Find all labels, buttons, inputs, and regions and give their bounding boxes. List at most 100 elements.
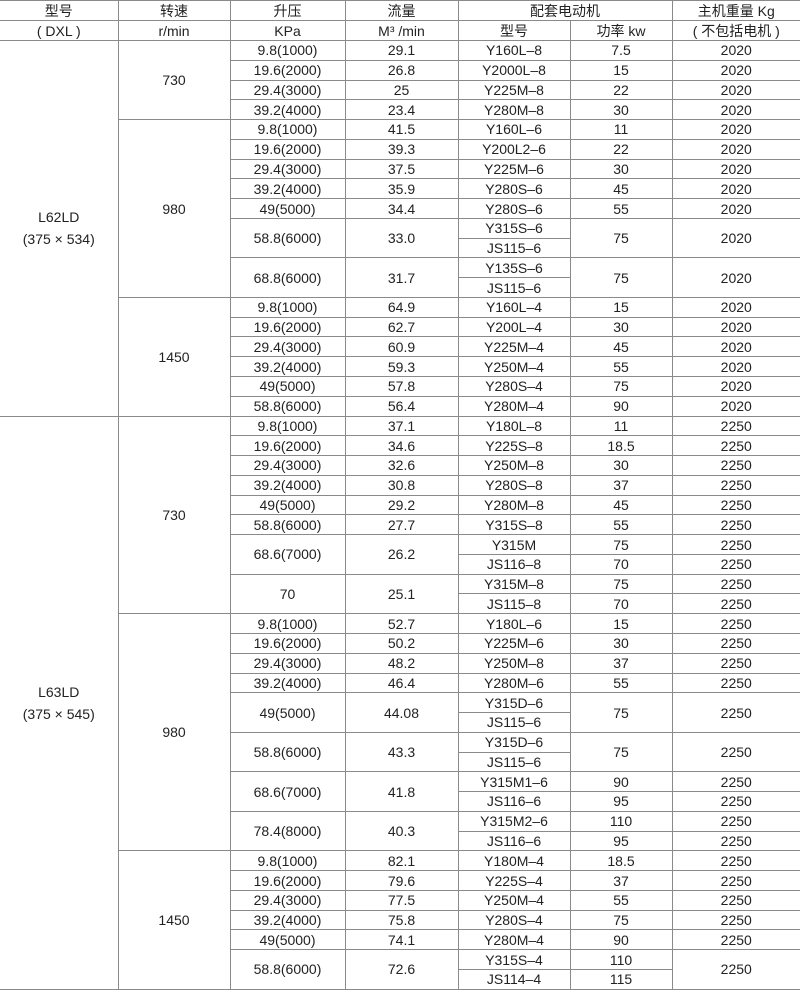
weight-cell: 2020 (671, 138, 800, 160)
motor-type-cell: Y315D–6 (457, 692, 571, 714)
motor-type-cell: Y280S–8 (457, 474, 571, 496)
speed-cell: 1450 (118, 296, 231, 417)
table-row: 58.8(6000) 33.0 Y315S–6 75 2020 (0, 217, 800, 259)
weight-cell: 2250 (671, 850, 800, 872)
pressure-cell: 39.2(4000) (230, 356, 346, 378)
motor-power-cell: 110 (569, 949, 673, 970)
motor-type-cell: JS115–6 (458, 751, 570, 773)
pressure-cell: 39.2(4000) (230, 909, 346, 931)
table-row: 1450 9.8(1000) 82.1 Y180M–4 18.5 2250 (0, 850, 800, 990)
table-row: 39.2(4000) 75.8 Y280S–4 75 2250 (0, 909, 800, 931)
weight-cell: 2250 (671, 514, 800, 536)
table-row: 29.4(3000) 48.2 Y250M–8 37 2250 (0, 652, 800, 674)
motor-type-cell: Y315S–4 (457, 949, 571, 970)
model-name: L63LD (38, 683, 80, 700)
table-row: 58.8(6000) 27.7 Y315S–8 55 2250 (0, 514, 800, 536)
header-model: 型号 (0, 0, 119, 21)
weight-cell: 2020 (671, 119, 800, 140)
motor-power-cell: 45 (569, 336, 673, 358)
flow-cell: 72.6 (344, 949, 459, 990)
weight-cell: 2250 (671, 929, 800, 951)
motor-type-cell: Y160L–8 (457, 40, 571, 61)
weight-cell: 2250 (671, 909, 800, 931)
flow-cell: 74.1 (344, 929, 459, 951)
motor-type-cell: Y225M–8 (457, 79, 571, 101)
pressure-cell: 49(5000) (230, 376, 346, 397)
motor-power-cell: 15 (569, 296, 673, 318)
table-row: 49(5000) 74.1 Y280M–4 90 2250 (0, 929, 800, 951)
motor-power-cell: 75 (569, 534, 673, 555)
flow-cell: 34.4 (344, 198, 459, 219)
pressure-cell: 58.8(6000) (230, 217, 346, 259)
flow-cell: 34.6 (344, 435, 459, 457)
table-row: 29.4(3000) 25 Y225M–8 22 2020 (0, 79, 800, 101)
weight-cell: 2250 (671, 672, 800, 694)
weight-cell: 2250 (671, 435, 800, 457)
motor-type-cell: Y135S–6 (457, 257, 571, 279)
motor-type-cell: Y250M–4 (457, 889, 571, 911)
motor-type-cell: Y180L–8 (457, 415, 571, 437)
pressure-cell: 19.6(2000) (230, 59, 346, 81)
motor-power-cell: 30 (569, 632, 673, 654)
table-row: JS115–6 (0, 237, 800, 259)
motor-type-cell: Y315M–8 (457, 573, 571, 595)
flow-cell: 57.8 (344, 376, 459, 397)
pressure-cell: 19.6(2000) (230, 138, 346, 160)
motor-type-cell: Y250M–8 (457, 455, 571, 476)
header-weight: 主机重量 Kg (671, 0, 800, 21)
motor-power-cell: 30 (569, 99, 673, 121)
table-row: JS114–4 115 (0, 968, 800, 990)
pressure-cell: 29.4(3000) (230, 652, 346, 674)
flow-cell: 64.9 (344, 296, 459, 318)
motor-power-cell: 75 (569, 217, 673, 259)
motor-power-cell: 45 (569, 494, 673, 516)
motor-power-cell: 37 (569, 652, 673, 674)
table-row: 19.6(2000) 79.6 Y225S–4 37 2250 (0, 870, 800, 891)
weight-cell: 2250 (671, 731, 800, 773)
motor-type-cell: Y315M2–6 (457, 810, 571, 832)
pressure-cell: 58.8(6000) (230, 395, 346, 417)
pressure-cell: 70 (230, 573, 346, 615)
speed-cell: 1450 (118, 850, 231, 990)
motor-type-cell: Y315M (457, 534, 571, 555)
speed-cell: 980 (118, 613, 231, 852)
motor-power-cell: 115 (569, 968, 672, 990)
table-row: 49(5000) 34.4 Y280S–6 55 2020 (0, 198, 800, 219)
motor-type-cell: JS115–6 (458, 237, 570, 259)
speed-cell: 730 (117, 39, 231, 121)
motor-power-cell: 95 (569, 791, 673, 812)
pressure-cell: 9.8(1000) (229, 415, 346, 437)
motor-type-cell: JS114–4 (458, 968, 571, 990)
motor-power-cell: 22 (569, 79, 673, 101)
flow-cell: 77.5 (344, 889, 459, 911)
table-row: 19.6(2000) 39.3 Y200L2–6 22 2020 (0, 138, 800, 160)
flow-cell: 41.5 (344, 119, 459, 140)
weight-cell: 2250 (671, 455, 800, 476)
table-row: 70 25.1 Y315M–8 75 2250 (0, 573, 800, 615)
header-pressure-unit: KPa (229, 20, 346, 41)
table-row: 39.2(4000) 46.4 Y280M–6 55 2250 (0, 672, 800, 694)
motor-type-cell: JS116–6 (458, 791, 571, 812)
header-flow-label: 流量 (387, 2, 416, 19)
motor-power-cell: 37 (569, 870, 673, 891)
motor-type-cell: Y200L–4 (457, 316, 571, 338)
motor-power-cell: 30 (569, 455, 673, 476)
pressure-cell: 29.4(3000) (230, 889, 346, 911)
flow-cell: 23.4 (344, 99, 459, 121)
motor-type-cell: Y315S–8 (457, 514, 571, 536)
motor-type-cell: Y180L–6 (457, 613, 571, 634)
flow-cell: 62.7 (344, 316, 459, 338)
flow-cell: 43.3 (344, 731, 459, 773)
header-weight-label: 主机重量 Kg (697, 2, 775, 19)
motor-power-cell: 55 (569, 198, 673, 219)
weight-cell: 2020 (671, 257, 800, 298)
flow-cell: 52.7 (344, 613, 459, 634)
pressure-cell: 29.4(3000) (230, 336, 346, 358)
motor-type-cell: Y280M–4 (457, 929, 571, 951)
header-motor-power: 功率 kw (569, 20, 673, 41)
pressure-cell: 19.6(2000) (230, 870, 346, 891)
weight-cell: 2020 (671, 316, 800, 338)
weight-cell: 2020 (671, 376, 800, 397)
table-row: L62LD (375 × 534) 730 9.8(1000) 29.1 Y160L–8 7… (0, 39, 800, 417)
weight-cell: 2250 (671, 593, 800, 615)
